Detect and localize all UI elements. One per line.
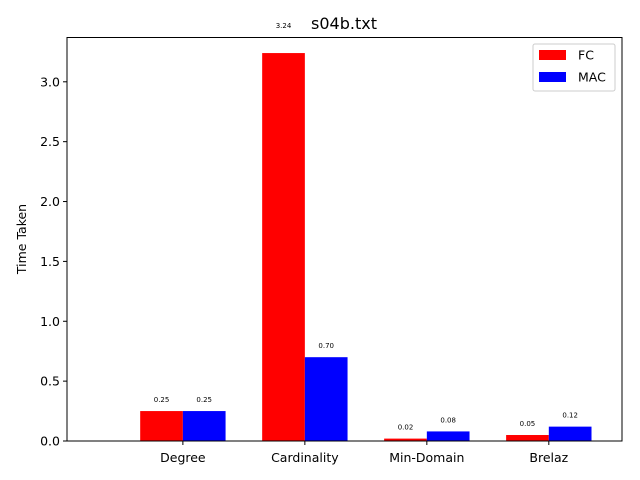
bar-fc-min-domain — [384, 438, 427, 441]
bar-mac-min-domain — [426, 431, 470, 441]
bar-labels-group: 0.25 3.24 0.02 0.05 0.25 0.70 0.08 0.12 — [154, 22, 578, 432]
y-axis: 0.0 0.5 1.0 1.5 2.0 2.5 3.0 — [40, 74, 67, 449]
bar-mac-brelaz — [548, 426, 592, 441]
y-tick-label: 3.0 — [40, 74, 60, 89]
x-tick-label: Min-Domain — [389, 450, 464, 465]
bars-group — [140, 53, 592, 442]
bar-mac-cardinality — [304, 357, 348, 441]
bar-value-label: 0.25 — [196, 396, 212, 404]
x-axis: Degree Cardinality Min-Domain Brelaz — [160, 441, 569, 465]
bar-value-label: 3.24 — [276, 22, 292, 30]
legend: FC MAC — [532, 43, 616, 92]
legend-swatch-mac — [539, 72, 566, 82]
bar-value-label: 0.05 — [520, 420, 536, 428]
y-tick-label: 0.0 — [40, 434, 60, 449]
bar-fc-cardinality — [262, 53, 305, 442]
bar-value-label: 0.70 — [318, 342, 334, 350]
legend-label-mac: MAC — [578, 70, 606, 85]
bar-value-label: 0.02 — [398, 424, 414, 432]
y-axis-label: Time Taken — [14, 204, 29, 275]
y-tick-label: 0.5 — [40, 374, 60, 389]
bar-fc-brelaz — [506, 435, 549, 441]
x-tick-label: Brelaz — [529, 450, 568, 465]
y-tick-label: 1.0 — [40, 314, 60, 329]
bar-value-label: 0.12 — [562, 412, 578, 420]
y-tick-label: 2.5 — [40, 134, 60, 149]
plot-frame — [66, 37, 623, 442]
legend-swatch-fc — [539, 50, 566, 60]
y-tick-label: 2.0 — [40, 194, 60, 209]
bar-fc-degree — [140, 411, 183, 441]
x-tick-label: Cardinality — [271, 450, 339, 465]
y-tick-label: 1.5 — [40, 254, 60, 269]
chart-title: s04b.txt — [311, 14, 377, 33]
bar-value-label: 0.25 — [154, 396, 170, 404]
bar-value-label: 0.08 — [440, 416, 456, 424]
x-tick-label: Degree — [160, 450, 206, 465]
bar-mac-degree — [182, 411, 226, 441]
legend-label-fc: FC — [578, 48, 594, 63]
